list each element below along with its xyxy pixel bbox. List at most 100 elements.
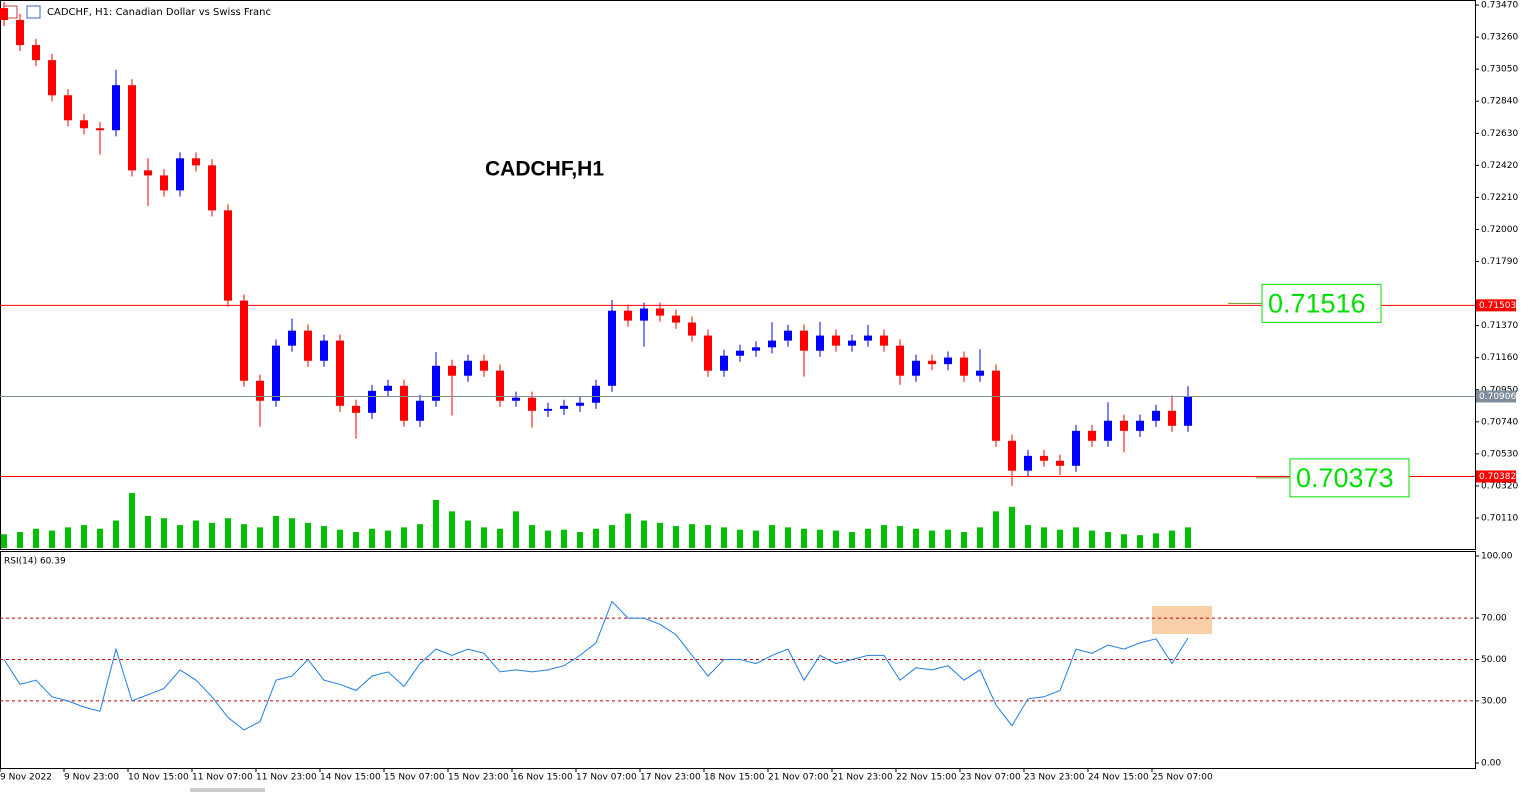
x-tick-label: 23 Nov 23:00: [1024, 773, 1085, 783]
volume-bar: [129, 493, 135, 548]
volume-bar: [737, 529, 743, 548]
volume-bar: [113, 520, 119, 548]
y-tick-label: 0.72210: [1481, 193, 1518, 203]
volume-bar: [33, 528, 39, 548]
x-tick-label: 17 Nov 23:00: [640, 773, 701, 783]
volume-bar: [209, 522, 215, 548]
volume-bar: [17, 531, 23, 548]
candle-body: [928, 360, 936, 365]
volume-bar: [1073, 527, 1079, 548]
callout-box: [1261, 283, 1382, 323]
candle-body: [544, 408, 552, 411]
volume-bar: [145, 515, 151, 548]
volume-bar: [993, 511, 999, 548]
volume-bar: [385, 530, 391, 548]
x-tick-label: 14 Nov 15:00: [320, 773, 381, 783]
volume-bar: [561, 529, 567, 548]
y-tick-label: 0.72630: [1481, 129, 1518, 139]
candle-body: [528, 397, 536, 411]
candle-body: [688, 322, 696, 336]
volume-bar: [497, 528, 503, 548]
candle-body: [1152, 410, 1160, 421]
volume-bar: [801, 528, 807, 548]
y-tick-label: 0.73470: [1481, 1, 1518, 11]
x-tick-label: 15 Nov 07:00: [384, 773, 445, 783]
y-tick-label: 100.00: [1481, 552, 1513, 562]
rsi-line: [3, 600, 1189, 731]
annotation: CADCHF,H1: [485, 158, 604, 181]
volume-bar: [321, 526, 327, 548]
volume-bar: [1089, 530, 1095, 548]
y-tick-label: 70.00: [1481, 614, 1507, 624]
candle-body: [64, 95, 72, 121]
y-tick-label: 0.73260: [1481, 33, 1518, 43]
candle-body: [848, 340, 856, 346]
candle-body: [1120, 420, 1128, 431]
volume-bar: [241, 524, 247, 548]
x-tick-label: 16 Nov 15:00: [512, 773, 573, 783]
scrollbar[interactable]: [190, 788, 265, 792]
candle-body: [0, 8, 8, 20]
candle-body: [960, 357, 968, 376]
candle-body: [480, 360, 488, 371]
candle-body: [272, 345, 280, 401]
candle-body: [912, 360, 920, 376]
candle-body: [448, 365, 456, 376]
volume-bar: [593, 528, 599, 548]
volume-bar: [1041, 527, 1047, 548]
volume-bar: [161, 518, 167, 548]
icon: [26, 5, 41, 19]
candle-body: [208, 165, 216, 211]
candle-body: [736, 350, 744, 356]
candle-body: [1136, 420, 1144, 431]
candle-body: [144, 170, 152, 176]
volume-bar: [177, 525, 183, 548]
candle-body: [640, 308, 648, 321]
volume-bar: [689, 524, 695, 548]
volume-bar: [353, 531, 359, 548]
candle-body: [176, 158, 184, 191]
candle-body: [1168, 410, 1176, 426]
candle-body: [512, 397, 520, 401]
x-tick-label: 24 Nov 15:00: [1088, 773, 1149, 783]
candle-body: [496, 370, 504, 401]
volume-bar: [1105, 531, 1111, 548]
volume-bar: [657, 522, 663, 548]
x-tick-label: 22 Nov 15:00: [896, 773, 957, 783]
y-tick-label: 0.70320: [1481, 481, 1518, 491]
volume-bar: [257, 527, 263, 548]
level-label: 0.71503: [1479, 301, 1516, 311]
y-tick-label: 0.70950: [1481, 385, 1518, 395]
y-tick-label: 0.70530: [1481, 449, 1518, 459]
volume-bar: [481, 527, 487, 548]
candle-body: [1104, 420, 1112, 441]
candle-body: [1184, 396, 1192, 426]
candle-body: [1040, 455, 1048, 461]
volume-bar: [705, 525, 711, 548]
volume-bar: [817, 529, 823, 548]
candle-body: [400, 385, 408, 421]
rsi-highlight: [1152, 606, 1212, 634]
volume-bar: [465, 520, 471, 548]
candle-body: [992, 370, 1000, 441]
candle-body: [352, 405, 360, 413]
volume-bar: [1, 534, 7, 548]
volume-bar: [1025, 525, 1031, 548]
candle-body: [48, 60, 56, 96]
x-tick-label: 21 Nov 07:00: [768, 773, 829, 783]
rsi-title: RSI(14) 60.39: [4, 557, 66, 567]
candle-body: [784, 330, 792, 341]
chart-title: CADCHF, H1: Canadian Dollar vs Swiss Fra…: [47, 7, 271, 18]
volume-bar: [913, 528, 919, 548]
candle-body: [464, 360, 472, 376]
volume-bar: [65, 527, 71, 548]
x-tick-label: 21 Nov 23:00: [832, 773, 893, 783]
candle-body: [752, 347, 760, 351]
x-tick-label: 11 Nov 23:00: [256, 773, 317, 783]
level-tag: [1476, 299, 1516, 312]
volume-bar: [625, 513, 631, 548]
candle-body: [896, 345, 904, 376]
y-tick-label: 0.72840: [1481, 97, 1518, 107]
volume-bar: [529, 525, 535, 548]
callout-label: 0.70373: [1296, 463, 1394, 493]
